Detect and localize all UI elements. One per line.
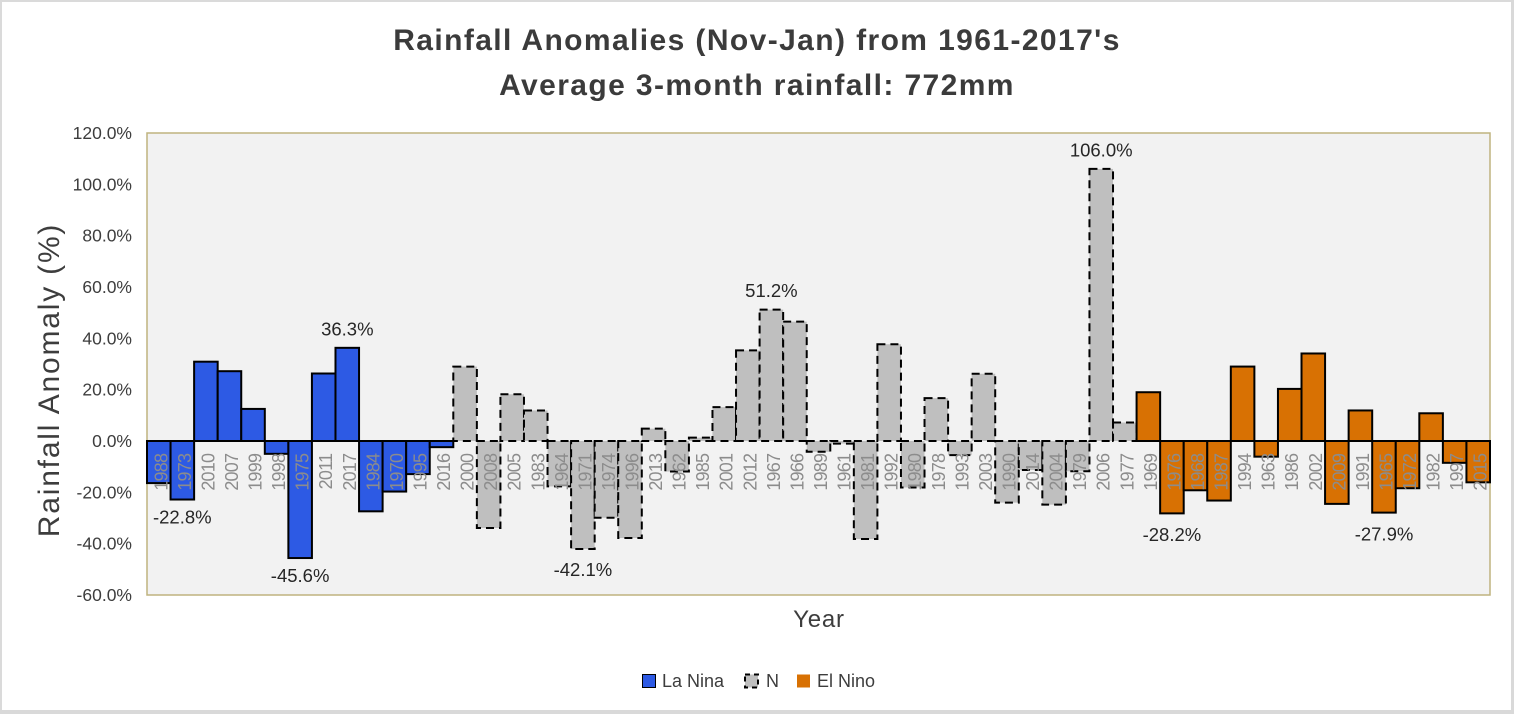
svg-text:1990: 1990 [999, 453, 1019, 491]
svg-text:-27.9%: -27.9% [1355, 524, 1414, 545]
svg-text:-42.1%: -42.1% [554, 559, 613, 580]
svg-text:1961: 1961 [835, 453, 855, 491]
svg-text:2015: 2015 [1471, 453, 1491, 491]
svg-text:-20.0%: -20.0% [77, 482, 132, 502]
svg-text:2008: 2008 [481, 453, 501, 491]
svg-text:2013: 2013 [646, 453, 666, 491]
svg-text:1968: 1968 [1188, 453, 1208, 491]
svg-text:1984: 1984 [363, 453, 383, 491]
svg-text:-28.2%: -28.2% [1143, 524, 1202, 545]
svg-text:N: N [766, 671, 779, 691]
svg-text:El Nino: El Nino [817, 671, 875, 691]
svg-text:1999: 1999 [246, 453, 266, 491]
svg-text:1991: 1991 [1353, 453, 1373, 491]
svg-text:2005: 2005 [505, 453, 525, 491]
svg-text:1983: 1983 [528, 453, 548, 491]
svg-text:1982: 1982 [1424, 453, 1444, 491]
svg-text:1964: 1964 [552, 453, 572, 491]
svg-text:-40.0%: -40.0% [77, 534, 132, 554]
svg-text:2017: 2017 [340, 453, 360, 491]
svg-text:80.0%: 80.0% [82, 226, 132, 246]
svg-text:1997: 1997 [1447, 453, 1467, 491]
svg-text:1987: 1987 [1212, 453, 1232, 491]
svg-text:1992: 1992 [882, 453, 902, 491]
svg-text:1986: 1986 [1282, 453, 1302, 491]
svg-text:La Nina: La Nina [662, 671, 725, 691]
svg-text:1988: 1988 [151, 453, 171, 491]
svg-text:2010: 2010 [198, 453, 218, 491]
svg-text:1993: 1993 [952, 453, 972, 491]
svg-text:20.0%: 20.0% [82, 380, 132, 400]
svg-text:-60.0%: -60.0% [77, 585, 132, 605]
svg-text:1963: 1963 [1259, 453, 1279, 491]
svg-text:2014: 2014 [1023, 453, 1043, 491]
svg-text:1981: 1981 [858, 453, 878, 491]
svg-text:1989: 1989 [811, 453, 831, 491]
svg-text:-45.6%: -45.6% [271, 565, 330, 586]
svg-text:0.0%: 0.0% [92, 431, 132, 451]
svg-text:2004: 2004 [1047, 453, 1067, 491]
svg-text:106.0%: 106.0% [1070, 139, 1133, 160]
svg-text:1980: 1980 [905, 453, 925, 491]
svg-text:1994: 1994 [1235, 453, 1255, 491]
svg-text:2016: 2016 [434, 453, 454, 491]
svg-text:Average 3-month rainfall: 772m: Average 3-month rainfall: 772mm [499, 69, 1015, 102]
svg-text:1978: 1978 [929, 453, 949, 491]
svg-text:2009: 2009 [1329, 453, 1349, 491]
svg-text:2006: 2006 [1094, 453, 1114, 491]
svg-text:2011: 2011 [316, 453, 336, 489]
svg-text:120.0%: 120.0% [73, 123, 132, 143]
svg-text:60.0%: 60.0% [82, 277, 132, 297]
svg-text:-22.8%: -22.8% [153, 507, 212, 528]
svg-text:2002: 2002 [1306, 453, 1326, 491]
svg-text:1998: 1998 [269, 453, 289, 491]
svg-text:1969: 1969 [1141, 453, 1161, 491]
svg-text:1966: 1966 [787, 453, 807, 491]
svg-text:1977: 1977 [1117, 453, 1137, 491]
svg-text:1972: 1972 [1400, 453, 1420, 491]
svg-text:1995: 1995 [410, 453, 430, 491]
svg-text:2000: 2000 [458, 453, 478, 491]
svg-text:1996: 1996 [623, 453, 643, 491]
svg-text:100.0%: 100.0% [73, 174, 132, 194]
svg-text:2003: 2003 [976, 453, 996, 491]
svg-text:2001: 2001 [717, 453, 737, 491]
svg-text:1974: 1974 [599, 453, 619, 491]
svg-text:Rainfall Anomalies (Nov-Jan) f: Rainfall Anomalies (Nov-Jan) from 1961-2… [393, 24, 1121, 57]
svg-text:1965: 1965 [1376, 453, 1396, 491]
svg-text:Year: Year [793, 606, 845, 633]
svg-text:Rainfall Anomaly (%): Rainfall Anomaly (%) [33, 223, 66, 537]
svg-text:1962: 1962 [670, 453, 690, 491]
svg-text:36.3%: 36.3% [321, 318, 373, 339]
svg-text:1970: 1970 [387, 453, 407, 491]
svg-text:1979: 1979 [1070, 453, 1090, 491]
svg-text:1976: 1976 [1164, 453, 1184, 491]
svg-text:1973: 1973 [175, 453, 195, 491]
svg-text:2012: 2012 [740, 453, 760, 491]
svg-text:1975: 1975 [293, 453, 313, 491]
svg-text:51.2%: 51.2% [745, 280, 797, 301]
svg-text:1967: 1967 [764, 453, 784, 491]
svg-text:1985: 1985 [693, 453, 713, 491]
svg-text:2007: 2007 [222, 453, 242, 491]
svg-text:40.0%: 40.0% [82, 328, 132, 348]
svg-text:1971: 1971 [575, 453, 595, 491]
